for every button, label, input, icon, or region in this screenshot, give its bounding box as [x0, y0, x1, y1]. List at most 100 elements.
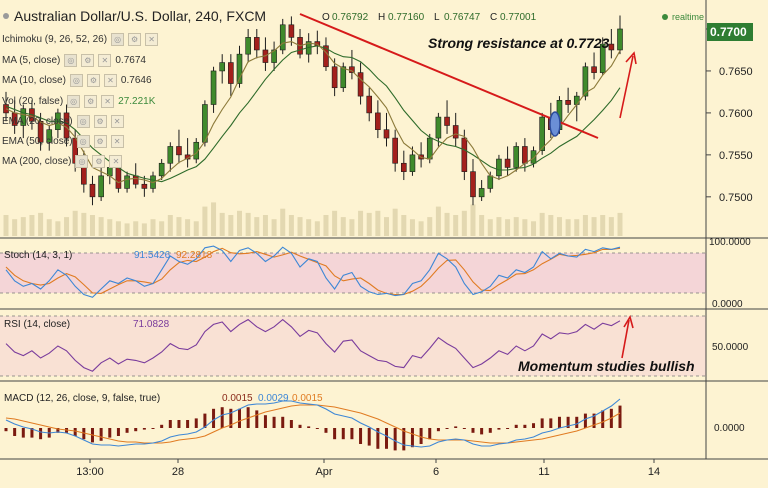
last-price-value: 0.7700: [710, 25, 747, 39]
macd-histogram-bar: [480, 428, 484, 435]
close-icon[interactable]: ✕: [110, 134, 124, 148]
candle-body: [617, 28, 623, 51]
indicator-row[interactable]: MA (10, close) ◎ ⚙ ✕ 0.7646: [2, 72, 152, 88]
breakout-marker: [549, 111, 561, 137]
volume-bar: [20, 217, 26, 236]
eye-icon[interactable]: ◎: [76, 114, 90, 128]
macd-histogram-bar: [488, 428, 492, 433]
candle-body: [167, 146, 174, 164]
rsi-label: RSI (14, close): [4, 319, 70, 330]
volume-bar: [115, 221, 121, 236]
macd-histogram-bar: [203, 413, 207, 428]
macd-histogram-bar: [281, 416, 285, 428]
candle-body: [176, 146, 182, 156]
candle-body: [349, 66, 355, 73]
eye-icon[interactable]: ◎: [69, 73, 83, 87]
volume-bar: [3, 215, 9, 236]
settings-icon[interactable]: ⚙: [128, 32, 142, 46]
close-icon[interactable]: ✕: [145, 32, 159, 46]
candle-body: [340, 66, 347, 89]
macd-histogram-bar: [497, 428, 501, 430]
settings-icon[interactable]: ⚙: [93, 114, 107, 128]
macd-histogram-bar: [471, 428, 475, 433]
macd-histogram-bar: [186, 420, 190, 428]
settings-icon[interactable]: ⚙: [92, 154, 106, 168]
axes: 0.7700 0.7650 0.7600 0.7550 0.7500 13:00 28 Apr…: [76, 24, 752, 478]
close-icon[interactable]: ✕: [101, 94, 115, 108]
candle-body: [608, 43, 615, 51]
volume-bar: [340, 217, 346, 236]
macd-histogram-bar: [160, 424, 164, 428]
bullish-arrow-price-head: [625, 51, 637, 65]
candle-body: [435, 116, 442, 139]
candle-body: [444, 116, 450, 126]
time-tick-label: 28: [172, 466, 184, 478]
ohlc-value: 0.77001: [500, 12, 537, 23]
stoch-label: Stoch (14, 3, 1): [4, 250, 72, 261]
volume-bar: [176, 217, 182, 236]
macd-histogram-bar: [212, 408, 216, 428]
macd-histogram-bar: [385, 428, 389, 449]
price-tick-label: 0.7500: [719, 192, 753, 204]
ohlc-readout: O 0.76792 H 0.77160 L 0.76747 C 0.77001: [322, 12, 537, 23]
ma10-line: [5, 45, 621, 183]
macd-histogram-bar: [462, 428, 466, 429]
eye-icon[interactable]: ◎: [76, 134, 90, 148]
volume-bar: [384, 217, 390, 236]
macd-signal-value: 0.0015: [292, 393, 323, 404]
macd-histogram-bar: [359, 428, 363, 444]
macd-histogram-bar: [298, 424, 302, 428]
indicator-row[interactable]: EMA (20, close) ◎ ⚙ ✕: [2, 113, 124, 129]
candle-body: [582, 66, 589, 97]
stoch-tick-0: 0.0000: [712, 299, 743, 310]
macd-histogram-bar: [454, 426, 458, 428]
indicator-row[interactable]: Ichimoku (9, 26, 52, 26) ◎ ⚙ ✕: [2, 31, 159, 47]
volume-bar: [392, 208, 398, 236]
settings-icon[interactable]: ⚙: [81, 53, 95, 67]
eye-icon[interactable]: ◎: [64, 53, 78, 67]
candle-body: [366, 95, 373, 114]
settings-icon[interactable]: ⚙: [93, 134, 107, 148]
indicator-label: EMA (50, close): [2, 135, 73, 147]
volume-bar: [211, 202, 217, 236]
macd-histogram-bar: [618, 405, 622, 428]
rsi-value: 71.0828: [133, 319, 170, 330]
macd-histogram-bar: [108, 428, 112, 438]
settings-icon[interactable]: ⚙: [86, 73, 100, 87]
eye-icon[interactable]: ◎: [67, 94, 81, 108]
volume-bar: [141, 223, 147, 236]
indicator-row[interactable]: Vol (20, false) ◎ ⚙ ✕ 27.221K: [2, 93, 155, 109]
symbol-title: Australian Dollar/U.S. Dollar, 240, FXCM: [14, 8, 266, 24]
close-icon[interactable]: ✕: [98, 53, 112, 67]
indicator-row[interactable]: EMA (50, close) ◎ ⚙ ✕: [2, 133, 124, 149]
close-icon[interactable]: ✕: [110, 114, 124, 128]
realtime-label: realtime: [672, 12, 704, 22]
rsi-line: [5, 318, 621, 372]
candle-body: [132, 175, 139, 185]
volume-bar: [565, 219, 571, 236]
candle-body: [288, 24, 295, 38]
eye-icon[interactable]: ◎: [75, 154, 89, 168]
candle-body: [573, 95, 580, 105]
volume-bar: [435, 206, 441, 236]
candle-body: [530, 150, 537, 164]
volume-bar: [133, 221, 139, 236]
volume-bar: [185, 219, 191, 236]
macd-histogram-bar: [514, 424, 518, 428]
indicator-row[interactable]: MA (200, close) ◎ ⚙ ✕: [2, 153, 123, 169]
close-icon[interactable]: ✕: [109, 154, 123, 168]
eye-icon[interactable]: ◎: [111, 32, 125, 46]
volume-bar: [236, 210, 242, 236]
volume-bar: [522, 219, 528, 236]
indicator-label: MA (200, close): [2, 155, 72, 167]
stoch-band: [0, 253, 706, 293]
indicator-row[interactable]: MA (5, close) ◎ ⚙ ✕ 0.7674: [2, 52, 146, 68]
settings-icon[interactable]: ⚙: [84, 94, 98, 108]
candle-body: [141, 183, 148, 189]
volume-bar: [288, 215, 294, 236]
volume-bar: [453, 215, 459, 236]
rsi-tick-50: 50.0000: [712, 342, 749, 353]
indicator-value: 0.7674: [115, 54, 146, 66]
close-icon[interactable]: ✕: [103, 73, 117, 87]
